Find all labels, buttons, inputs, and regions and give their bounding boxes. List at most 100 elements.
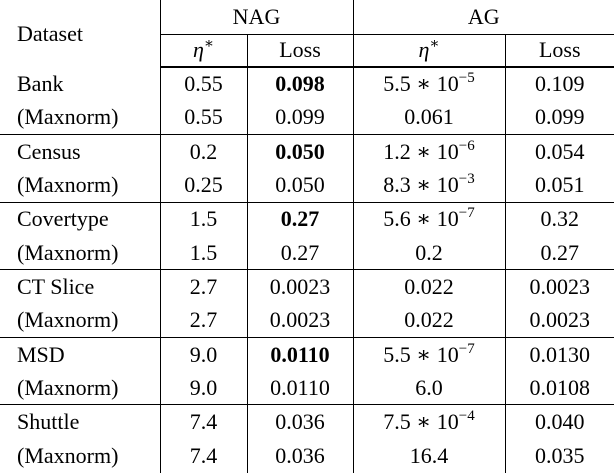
- cell: 0.036: [246, 404, 354, 439]
- cell: 16.4: [352, 438, 506, 473]
- column-header: Loss: [246, 34, 354, 68]
- table-body: Bank 0.55 0.098 5.5 ∗ 10−5 0.109 (Maxnorm) 0.5…: [0, 67, 614, 473]
- dataset-header: Dataset: [17, 20, 83, 46]
- table-row: (Maxnorm) 1.5 0.27 0.2 0.27: [0, 235, 614, 270]
- symbol: η: [192, 37, 204, 63]
- cell: 0.035: [504, 438, 614, 473]
- cell: 0.099: [504, 100, 614, 135]
- cell: 5.5 ∗ 10−7: [352, 336, 506, 372]
- cell: 0.0023: [246, 303, 354, 338]
- cell: 0.0110: [246, 371, 354, 405]
- cell: 0.0108: [504, 371, 614, 405]
- cell: 6.0: [352, 371, 506, 405]
- table-row: (Maxnorm) 0.55 0.099 0.061 0.099: [0, 100, 614, 135]
- cell: 1.5: [159, 201, 247, 236]
- cell: 0.0023: [504, 269, 614, 304]
- table-row: Covertype 1.5 0.27 5.6 ∗ 10−7 0.32: [0, 201, 614, 236]
- exponent: −7: [458, 340, 475, 357]
- exponent: −3: [458, 171, 475, 188]
- cell: 0.2: [352, 235, 506, 270]
- cell-text: 0.27: [280, 206, 320, 232]
- exponent: −6: [458, 137, 475, 154]
- row-label: (Maxnorm): [17, 239, 119, 265]
- table-row: Shuttle 7.4 0.036 7.5 ∗ 10−4 0.040: [0, 404, 614, 439]
- table-row: CT Slice 2.7 0.0023 0.022 0.0023: [0, 269, 614, 304]
- column-header: η∗: [352, 34, 506, 68]
- cell: 0.098: [246, 67, 354, 101]
- table-row: (Maxnorm) 2.7 0.0023 0.022 0.0023: [0, 303, 614, 338]
- row-label: (Maxnorm): [17, 374, 119, 400]
- row-label: (Maxnorm): [17, 442, 119, 468]
- cell: 0.2: [159, 134, 247, 169]
- table-row: Bank 0.55 0.098 5.5 ∗ 10−5 0.109: [0, 67, 614, 101]
- column-header: Loss: [504, 34, 614, 68]
- cell: 0.054: [504, 134, 614, 169]
- table-row: (Maxnorm) 9.0 0.0110 6.0 0.0108: [0, 371, 614, 405]
- mantissa: 5.5 ∗ 10: [383, 71, 459, 97]
- row-label: Covertype: [0, 201, 160, 236]
- cell: 0.55: [159, 100, 247, 135]
- row-label: (Maxnorm): [17, 307, 119, 333]
- cell: 0.25: [159, 168, 247, 203]
- row-label: CT Slice: [0, 269, 160, 304]
- cell: 7.5 ∗ 10−4: [352, 404, 506, 439]
- cell: 0.051: [504, 168, 614, 203]
- cell: 0.0110: [246, 336, 354, 372]
- table-row: Census 0.2 0.050 1.2 ∗ 10−6 0.054: [0, 134, 614, 169]
- cell: 7.4: [159, 404, 247, 439]
- cell: 2.7: [159, 269, 247, 304]
- cell: 0.022: [352, 269, 506, 304]
- cell: 0.050: [246, 134, 354, 169]
- cell: 2.7: [159, 303, 247, 338]
- table-row: (Maxnorm) 7.4 0.036 16.4 0.035: [0, 438, 614, 473]
- table-row: MSD 9.0 0.0110 5.5 ∗ 10−7 0.0130: [0, 336, 614, 372]
- cell: 0.27: [246, 201, 354, 236]
- cell: 0.0023: [504, 303, 614, 338]
- superscript: ∗: [429, 36, 440, 53]
- cell: 0.0023: [246, 269, 354, 304]
- cell: 0.109: [504, 67, 614, 101]
- cell: 0.036: [246, 438, 354, 473]
- cell: 0.050: [246, 168, 354, 203]
- mantissa: 5.6 ∗ 10: [383, 206, 459, 232]
- superscript: ∗: [203, 36, 215, 53]
- exponent: −5: [458, 70, 475, 87]
- cell: 1.2 ∗ 10−6: [352, 134, 506, 169]
- cell-text: 0.0110: [270, 341, 330, 367]
- cell: 1.5: [159, 235, 247, 270]
- cell: 0.022: [352, 303, 506, 338]
- group-header: AG: [352, 0, 614, 35]
- cell: 0.0130: [504, 336, 614, 372]
- cell: 0.32: [504, 201, 614, 236]
- row-label: Bank: [17, 70, 64, 96]
- cell: 0.099: [246, 100, 354, 135]
- row-label: Census: [0, 134, 160, 169]
- table-row: (Maxnorm) 0.25 0.050 8.3 ∗ 10−3 0.051: [0, 168, 614, 203]
- exponent: −4: [458, 408, 475, 425]
- cell: 7.4: [159, 438, 247, 473]
- group-header: NAG: [159, 0, 354, 35]
- exponent: −7: [458, 205, 475, 222]
- cell: 9.0: [159, 371, 247, 405]
- cell-text: 0.098: [275, 71, 325, 97]
- cell: 9.0: [159, 336, 247, 372]
- mantissa: 8.3 ∗ 10: [383, 172, 459, 198]
- row-label: MSD: [0, 336, 160, 372]
- column-header: η∗: [159, 34, 247, 68]
- cell: 8.3 ∗ 10−3: [352, 168, 506, 203]
- cell: 0.27: [246, 235, 354, 270]
- cell: 5.5 ∗ 10−5: [352, 67, 506, 101]
- symbol: η: [418, 37, 430, 63]
- cell: 0.55: [159, 67, 247, 101]
- cell-text: 0.050: [275, 138, 325, 164]
- row-label: (Maxnorm): [17, 172, 119, 198]
- mantissa: 7.5 ∗ 10: [383, 409, 459, 435]
- mantissa: 1.2 ∗ 10: [383, 138, 459, 164]
- cell: 5.6 ∗ 10−7: [352, 201, 506, 236]
- mantissa: 5.5 ∗ 10: [383, 341, 459, 367]
- cell: 0.27: [504, 235, 614, 270]
- cell: 0.040: [504, 404, 614, 439]
- row-label: Shuttle: [0, 404, 160, 439]
